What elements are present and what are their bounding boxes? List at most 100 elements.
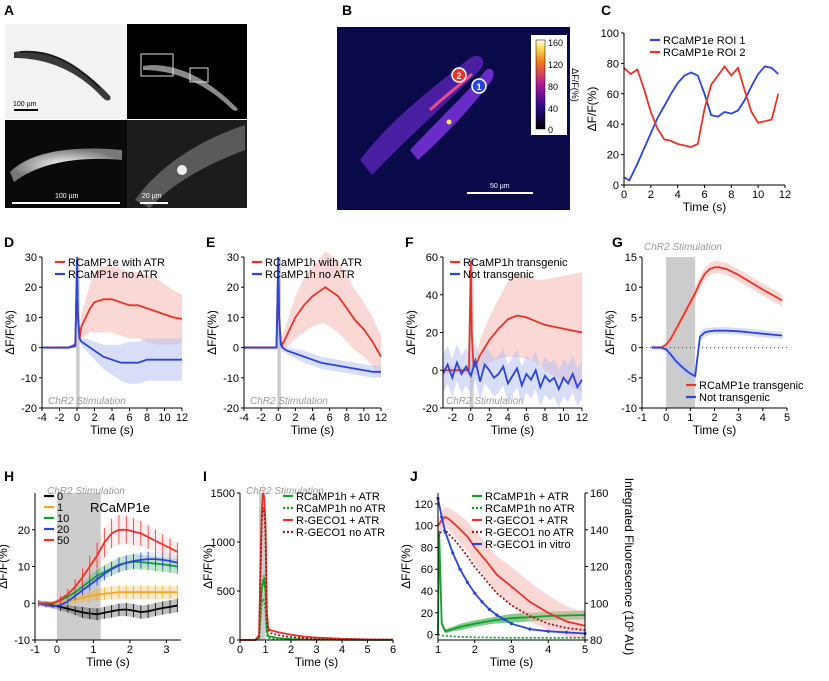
y-tick-label: 5 [631, 312, 637, 324]
legend-label: RCaMP1e ROI 2 [663, 47, 746, 59]
legend-label: RCaMP1h + ATR [296, 491, 380, 503]
data-point [565, 630, 569, 634]
stim-region [76, 257, 80, 408]
y-tick-label: 0 [31, 343, 37, 355]
chart-title: RCaMP1e [90, 500, 150, 515]
x-tick-label: 0 [663, 412, 669, 424]
x-tick-label: 1 [435, 644, 441, 656]
series-line-4 [38, 528, 178, 605]
data-point [487, 607, 492, 612]
x-tick-label: -1 [637, 412, 647, 424]
x-tick-label: 2 [472, 644, 478, 656]
series-line-3 [240, 507, 394, 641]
y-tick-label: 40 [607, 119, 619, 131]
x-axis-label: Time (s) [295, 655, 339, 669]
legend-label: RCaMP1h no ATR [296, 503, 386, 515]
x-tick-label: 2 [127, 644, 133, 656]
x-tick-label: -4 [239, 412, 249, 424]
y-tick-label: -5 [627, 373, 637, 385]
legend-label: R-GECO1 no ATR [296, 527, 385, 539]
y-tick-label: 0 [631, 343, 637, 355]
x-tick-label: 12 [576, 412, 588, 424]
a-scale-label-2: 100 µm [55, 193, 79, 200]
legend-label: RCaMP1e transgenic [699, 380, 804, 392]
x-tick-label: 5 [364, 644, 370, 656]
series-line-1 [438, 633, 585, 639]
y-tick-label: 40 [421, 586, 433, 598]
x-tick-label: 2 [292, 412, 298, 424]
legend-label: R-GECO1 in vitro [485, 539, 571, 551]
y-tick-label: 20 [421, 608, 433, 620]
chart-panel-j: 1 2 3 4 5 0 20 40 60 80 100 120 80 100 120 140 160 Integr… [399, 478, 636, 669]
x-tick-label: 6 [523, 412, 529, 424]
y-tick-label: 20 [607, 150, 619, 162]
y-tick-label: 80 [421, 542, 433, 554]
y-tick-label: -10 [621, 403, 637, 415]
y2-tick-label: 100 [590, 598, 608, 610]
series-line-1 [42, 256, 182, 364]
data-point [458, 567, 462, 571]
legend-label: 0 [57, 491, 63, 503]
x-tick-label: 8 [728, 189, 734, 201]
y-tick-label: 120 [415, 499, 433, 511]
series-line-1 [38, 591, 178, 605]
legend-label: R-GECO1 + ATR [485, 515, 568, 527]
y-tick-label: 10 [227, 312, 239, 324]
x-tick-label: 6 [126, 412, 132, 424]
x-tick-label: -4 [37, 412, 47, 424]
panel-label-h: H [4, 468, 14, 484]
stim-label: ChR2 Stimulation [47, 486, 125, 497]
panel-label-b: B [342, 2, 352, 18]
x-axis-label: Time (s) [490, 655, 534, 669]
legend-label: RCaMP1e ROI 1 [663, 35, 746, 47]
x-tick-label: 10 [358, 412, 370, 424]
x-tick-label: -2 [447, 412, 457, 424]
data-point [473, 591, 477, 595]
x-tick-label: 2 [711, 412, 717, 424]
x-tick-label: 10 [557, 412, 569, 424]
series-band-0 [42, 266, 182, 350]
stim-region [56, 493, 101, 640]
legend-label: RCaMP1e no ATR [68, 269, 158, 281]
x-axis-label: Time (s) [291, 423, 335, 437]
legend-label: 20 [57, 524, 69, 536]
data-point [443, 530, 447, 534]
chart-panel-e: ChR2 Stimulation-4 -2 0 2 4 6 8 10 12-20-1001020… [205, 251, 387, 437]
series-band-4 [38, 515, 178, 606]
series-line-3 [38, 558, 178, 608]
y-tick-label: 100 [601, 28, 619, 40]
colorbar-tick: 120 [548, 60, 563, 70]
data-point [528, 627, 532, 631]
x-tick-label: 12 [176, 412, 188, 424]
x-tick-label: 4 [760, 412, 766, 424]
y2-axis-label: Integrated Fluorescence (10³ AU) [622, 478, 636, 655]
colorbar-title: ΔF/F(%) [570, 68, 580, 102]
y-axis-label: ΔF/F(%) [404, 310, 418, 355]
series-band-1 [42, 254, 182, 384]
y-axis-label: ΔF/F(%) [399, 544, 413, 589]
y-axis-label: ΔF/F(%) [3, 310, 17, 355]
colorbar: 160 120 80 40 0 ΔF/F(%) [531, 35, 580, 135]
series-line-3 [437, 528, 586, 632]
x-tick-label: 4 [109, 412, 115, 424]
y-tick-label: 500 [217, 586, 235, 598]
y-tick-label: -20 [21, 403, 37, 415]
series-line-1 [651, 329, 783, 378]
legend-label: RCaMP1h with ATR [265, 257, 362, 269]
x-tick-label: 0 [54, 644, 60, 656]
stim-label: ChR2 Stimulation [250, 396, 328, 407]
b-roi-2-marker: 2 [456, 71, 461, 81]
data-point [480, 600, 484, 604]
y-tick-label: 0 [432, 365, 438, 377]
y-tick-label: 60 [607, 89, 619, 101]
y-tick-label: 10 [625, 282, 637, 294]
y-tick-label: 60 [421, 564, 433, 576]
x-tick-label: 4 [505, 412, 511, 424]
x-tick-label: 0 [275, 412, 281, 424]
y-tick-label: 0 [233, 343, 239, 355]
y-tick-label: 0 [427, 630, 433, 642]
y-tick-label: 0 [613, 180, 619, 192]
